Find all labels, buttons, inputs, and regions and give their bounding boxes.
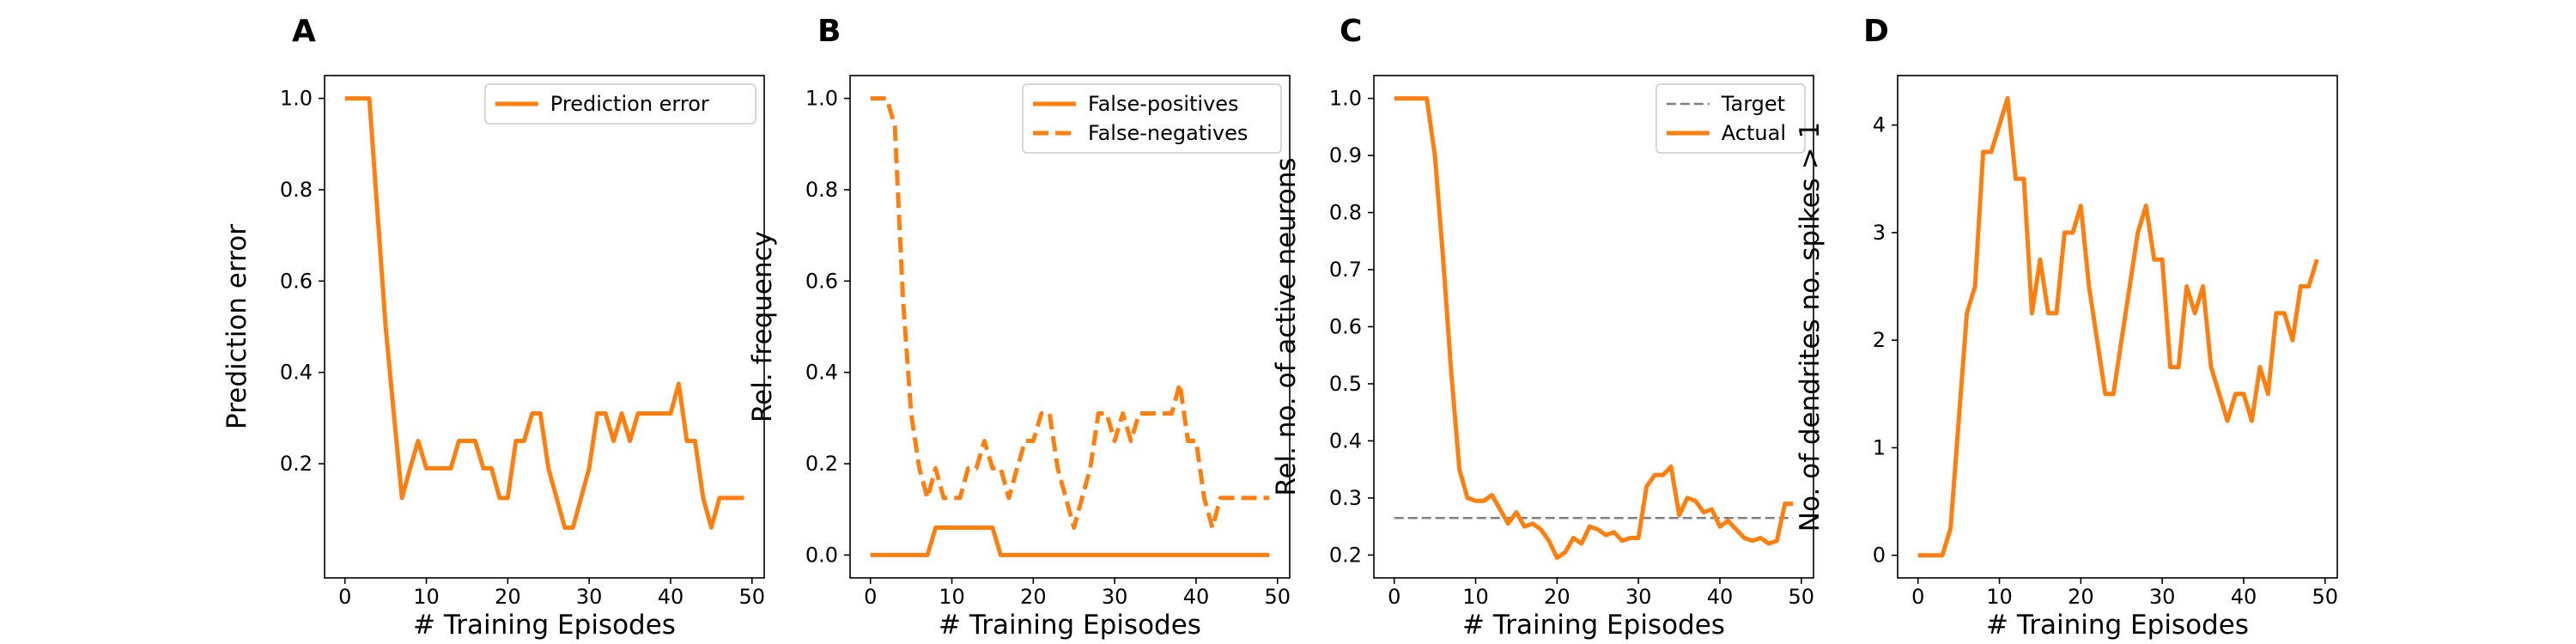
legend-label: Actual bbox=[1722, 121, 1786, 145]
x-tick-label: 10 bbox=[413, 585, 440, 609]
axes-frame bbox=[1897, 75, 2338, 579]
y-tick-label: 1.0 bbox=[1329, 87, 1362, 111]
legend-box bbox=[1656, 83, 1806, 154]
x-tick-label: 50 bbox=[1789, 585, 1815, 609]
y-tick-label: 0 bbox=[1873, 544, 1886, 568]
y-tick-label: 0.9 bbox=[1329, 143, 1362, 167]
panel-letter: A bbox=[292, 14, 316, 49]
x-tick-label: 40 bbox=[1707, 585, 1734, 609]
y-axis-label: Rel. frequency bbox=[747, 231, 778, 422]
y-axis-label: Prediction error bbox=[222, 224, 252, 429]
panel-letter: D bbox=[1863, 14, 1889, 49]
y-tick-label: 0.8 bbox=[1329, 201, 1362, 225]
legend-label: False-positives bbox=[1088, 92, 1239, 116]
x-tick-label: 50 bbox=[739, 585, 766, 609]
y-tick-label: 3 bbox=[1873, 221, 1886, 245]
y-tick-label: 0.6 bbox=[1329, 315, 1362, 339]
y-tick-label: 0.2 bbox=[1329, 543, 1362, 567]
legend-box bbox=[484, 83, 756, 125]
series-line-prediction-error bbox=[344, 96, 744, 530]
x-tick-label: 10 bbox=[939, 585, 965, 609]
x-tick-label: 30 bbox=[576, 585, 603, 609]
panel-letter: C bbox=[1340, 14, 1362, 49]
y-tick-label: 0.5 bbox=[1329, 372, 1362, 396]
x-tick-label: 40 bbox=[2231, 585, 2257, 609]
series-line-actual bbox=[1394, 96, 1794, 561]
panel-c: C 0 10 20 30 40 50 0.2 0.3 0.4 0.5 0.6 0.7 0.8 0.9 1.0 #… bbox=[1271, 14, 1814, 641]
y-tick-label: 0.2 bbox=[280, 452, 313, 476]
x-tick-label: 30 bbox=[2149, 585, 2176, 609]
series-line-false-positives bbox=[870, 526, 1270, 557]
panel-a: A 0 10 20 30 40 50 0.2 0.4 0.6 0.8 1.0 # Training Ep… bbox=[222, 14, 765, 641]
legend: Prediction error bbox=[484, 83, 756, 125]
x-tick-label: 10 bbox=[1986, 585, 2013, 609]
y-tick-label: 0.2 bbox=[805, 452, 838, 476]
y-tick-label: 0.6 bbox=[280, 269, 313, 293]
x-axis-label: # Training Episodes bbox=[413, 610, 676, 641]
x-tick-label: 50 bbox=[2312, 585, 2339, 609]
axes-frame bbox=[849, 75, 1291, 579]
x-axis-label: # Training Episodes bbox=[1986, 610, 2249, 641]
legend: False-positives False-negatives bbox=[1022, 83, 1282, 154]
legend-label: False-negatives bbox=[1088, 121, 1248, 145]
y-axis-label: No. of dendrites no. spikes > 1 bbox=[1795, 122, 1826, 532]
x-tick-label: 20 bbox=[1544, 585, 1571, 609]
x-tick-label: 0 bbox=[1388, 585, 1400, 609]
series-line-false-negatives bbox=[870, 96, 1270, 530]
x-tick-label: 30 bbox=[1625, 585, 1652, 609]
y-tick-label: 2 bbox=[1873, 328, 1886, 352]
legend-label: Prediction error bbox=[550, 92, 709, 116]
series-line-values bbox=[1917, 95, 2319, 558]
y-tick-label: 0.4 bbox=[1329, 428, 1362, 453]
x-tick-label: 20 bbox=[2068, 585, 2094, 609]
x-axis-label: # Training Episodes bbox=[1462, 610, 1725, 641]
axes-frame bbox=[324, 75, 765, 579]
y-tick-label: 1.0 bbox=[805, 87, 838, 111]
x-tick-label: 0 bbox=[1911, 585, 1924, 609]
y-tick-label: 0.4 bbox=[280, 361, 313, 385]
legend: Target Actual bbox=[1656, 83, 1806, 154]
panel-letter: B bbox=[817, 14, 841, 49]
y-tick-label: 0.4 bbox=[805, 361, 838, 385]
y-tick-label: 0.6 bbox=[805, 269, 838, 293]
x-tick-label: 20 bbox=[1020, 585, 1047, 609]
x-tick-label: 40 bbox=[658, 585, 684, 609]
x-tick-label: 20 bbox=[495, 585, 521, 609]
y-tick-label: 1 bbox=[1873, 435, 1886, 459]
y-tick-label: 1.0 bbox=[280, 87, 313, 111]
x-tick-label: 0 bbox=[864, 585, 877, 609]
x-tick-label: 10 bbox=[1462, 585, 1489, 609]
panel-d: D 0 10 20 30 40 50 0 1 2 3 4 # Training Episodes No. … bbox=[1795, 14, 2338, 641]
x-axis-label: # Training Episodes bbox=[939, 610, 1201, 641]
y-tick-label: 0.8 bbox=[805, 178, 838, 202]
legend-box bbox=[1022, 83, 1282, 154]
legend-label: Target bbox=[1721, 92, 1785, 116]
x-tick-label: 50 bbox=[1265, 585, 1291, 609]
x-tick-label: 30 bbox=[1102, 585, 1128, 609]
y-tick-label: 0.3 bbox=[1329, 486, 1362, 510]
y-tick-label: 0.0 bbox=[805, 543, 838, 567]
y-tick-label: 0.7 bbox=[1329, 258, 1362, 282]
y-tick-label: 0.8 bbox=[280, 178, 313, 202]
x-tick-label: 40 bbox=[1183, 585, 1210, 609]
x-tick-label: 0 bbox=[338, 585, 351, 609]
y-tick-label: 4 bbox=[1873, 113, 1886, 137]
panel-b: B 0 10 20 30 40 50 0.0 0.2 0.4 0.6 0.8 1.0 # Training… bbox=[747, 14, 1291, 641]
y-axis-label: Rel. no. of active neurons bbox=[1271, 157, 1302, 495]
